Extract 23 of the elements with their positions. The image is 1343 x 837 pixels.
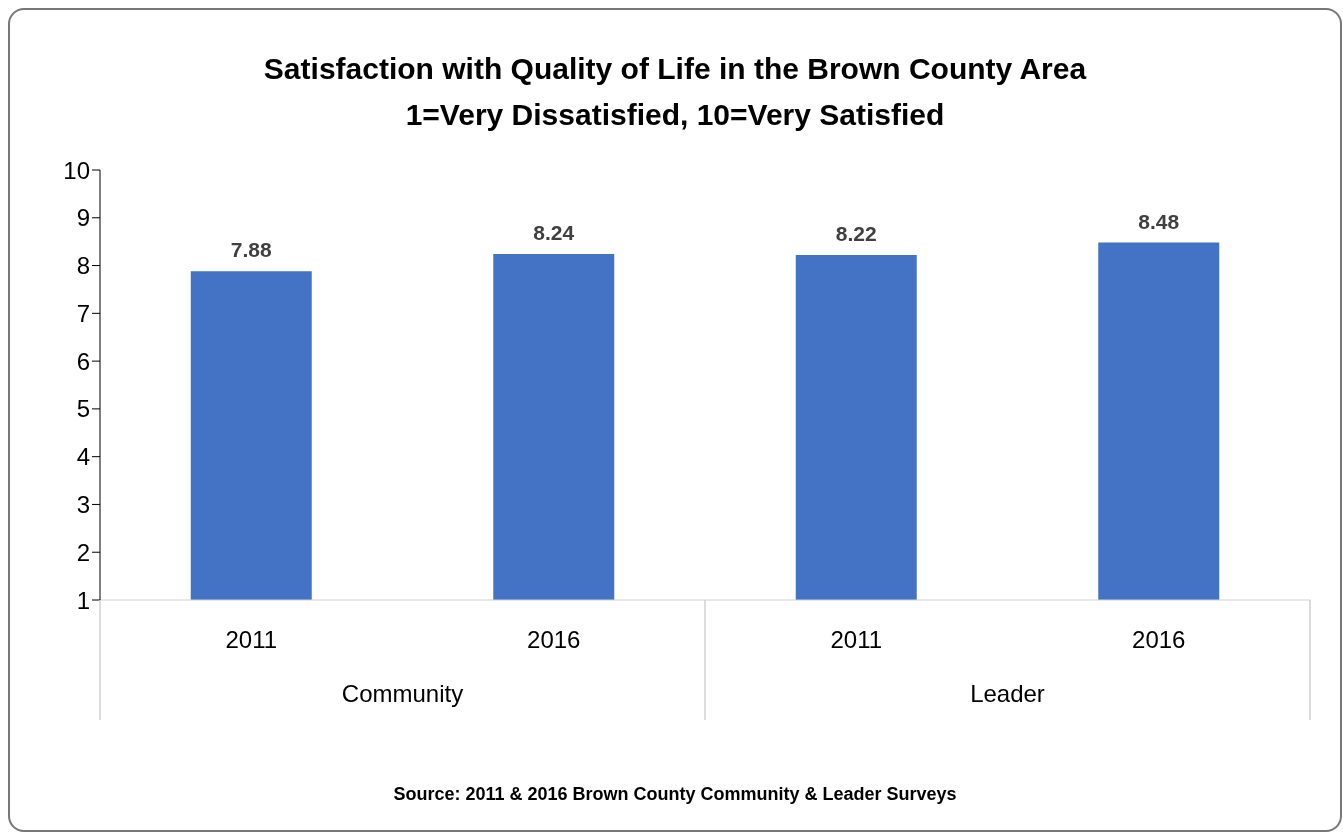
y-tick-label: 4 (76, 443, 90, 471)
x-tick-label: 2016 (527, 626, 581, 653)
chart-title: Satisfaction with Quality of Life in the Brown County Area (262, 51, 1088, 87)
y-tick-label: 1 (76, 586, 90, 614)
x-tick-label: 2011 (225, 626, 278, 653)
y-tick-label: 10 (63, 156, 90, 184)
y-tick-label: 3 (76, 490, 90, 518)
text: Leader (970, 680, 1045, 707)
data-label: 8.24 (533, 221, 575, 245)
data-label: 7.88 (230, 238, 273, 262)
data-label: 8.48 (1138, 209, 1180, 233)
y-tick-label: 8 (76, 252, 90, 280)
y-tick-label: 5 (76, 395, 90, 423)
data-label: 8.22 (835, 222, 877, 246)
x-tick-label: 2011 (830, 626, 883, 653)
y-tick-label: 9 (76, 204, 90, 232)
chart-subtitle: 1=Very Dissatisfied, 10=Very Satisfied (404, 97, 946, 133)
y-tick-label: 2 (76, 538, 90, 566)
text: Community (341, 680, 464, 707)
x-tick-label: 2016 (1132, 626, 1186, 653)
y-tick-label: 6 (76, 347, 90, 375)
source-note: Source: 2011 & 2016 Brown County Community & Leader Surveys (392, 784, 958, 805)
y-tick-label: 7 (76, 299, 90, 327)
